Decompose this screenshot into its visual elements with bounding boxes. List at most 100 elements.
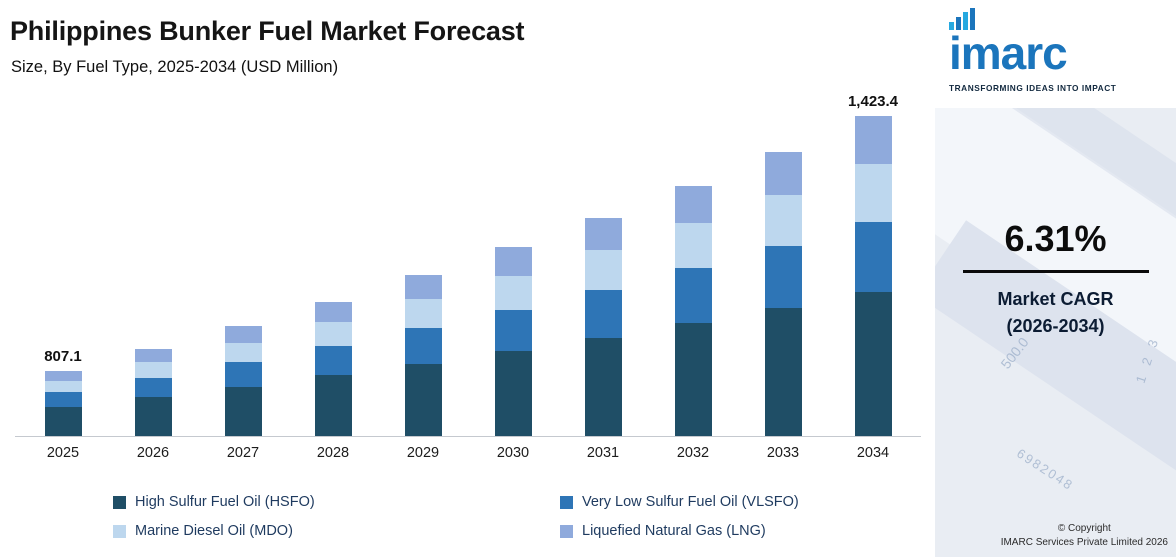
legend-item: Liquefied Natural Gas (LNG) [560, 523, 980, 539]
bar-segment [314, 375, 352, 436]
bar-segment [314, 301, 352, 322]
bar-column-2028: 2028 [288, 93, 378, 461]
copyright: © Copyright IMARC Services Private Limit… [1001, 522, 1168, 550]
x-axis-label: 2028 [316, 445, 350, 461]
legend-swatch [113, 495, 126, 509]
bar-segment [404, 299, 442, 329]
bar-segment [764, 308, 802, 436]
cagr-block: 6.31% Market CAGR (2026-2034) [935, 218, 1176, 340]
legend-label: Very Low Sulfur Fuel Oil (VLSFO) [582, 494, 799, 510]
bar-segment [584, 250, 622, 290]
stacked-bar-2030 [494, 247, 532, 436]
imarc-logo-icon [949, 8, 975, 30]
bar-data-label: 807.1 [44, 348, 82, 365]
x-axis-label: 2034 [856, 445, 890, 461]
stacked-bar-2033 [764, 152, 802, 436]
bar-segment [854, 221, 892, 293]
legend-label: High Sulfur Fuel Oil (HSFO) [135, 494, 315, 510]
legend-item: High Sulfur Fuel Oil (HSFO) [113, 494, 560, 510]
sidebar: 500.0 1 2 3 6982048 imarc TRANSFORMING I… [935, 0, 1176, 557]
bar-data-label: 1,423.4 [847, 93, 899, 111]
bar-segment [854, 116, 892, 165]
imarc-logo-box: imarc TRANSFORMING IDEAS INTO IMPACT [935, 0, 1176, 108]
stacked-bar-2029 [404, 275, 442, 436]
legend-item: Marine Diesel Oil (MDO) [113, 523, 560, 539]
bar-segment [584, 217, 622, 251]
bar-segment [314, 345, 352, 376]
bar-segment [224, 342, 262, 363]
imarc-logo-text: imarc [949, 27, 1068, 79]
x-axis-label: 2026 [136, 445, 170, 461]
bar-segment [44, 392, 82, 407]
legend-label: Liquefied Natural Gas (LNG) [582, 523, 766, 539]
bar-segment [44, 380, 82, 393]
legend-swatch [113, 524, 126, 538]
bar-segment [224, 362, 262, 387]
cagr-label: Market CAGR [997, 289, 1114, 309]
bar-segment [44, 406, 82, 436]
bar-column-2026: 2026 [108, 93, 198, 461]
bar-segment [584, 337, 622, 436]
x-axis-label: 2033 [766, 445, 800, 461]
chart-legend: High Sulfur Fuel Oil (HSFO) Very Low Sulf… [113, 494, 980, 539]
legend-item: Very Low Sulfur Fuel Oil (VLSFO) [560, 494, 980, 510]
x-axis-label: 2027 [226, 445, 260, 461]
bar-segment [134, 377, 172, 397]
bar-segment [494, 309, 532, 352]
page-title: Philippines Bunker Fuel Market Forecast [10, 16, 525, 46]
bar-segment [134, 397, 172, 436]
x-axis-label: 2029 [406, 445, 440, 461]
imarc-tagline: TRANSFORMING IDEAS INTO IMPACT [949, 82, 1117, 93]
copyright-line1: © Copyright [1057, 523, 1111, 534]
bar-segment [674, 185, 712, 224]
bar-column-2029: 2029 [378, 93, 468, 461]
stacked-bar-2025 [44, 371, 82, 436]
bar-segment [404, 275, 442, 300]
stacked-bar-2034 [854, 116, 892, 436]
bar-column-2025: 807.1 2025 [18, 93, 108, 461]
bar-segment [854, 164, 892, 222]
legend-swatch [560, 524, 573, 538]
bar-column-2032: 2032 [648, 93, 738, 461]
legend-swatch [560, 495, 573, 509]
cagr-years: (2026-2034) [1006, 316, 1105, 336]
bar-column-2033: 2033 [738, 93, 828, 461]
bar-column-2034: 1,423.4 2034 [828, 93, 918, 461]
x-axis-label: 2030 [496, 445, 530, 461]
decorative-number: 6982048 [1014, 445, 1077, 494]
bar-segment [404, 328, 442, 364]
x-axis-label: 2031 [586, 445, 620, 461]
x-axis-label: 2025 [46, 445, 80, 461]
stacked-bar-2031 [584, 217, 622, 437]
cagr-value: 6.31% [1004, 218, 1107, 259]
bar-segment [764, 245, 802, 309]
bar-segment [494, 275, 532, 310]
bar-segment [224, 386, 262, 436]
stacked-bar-chart: 807.1 2025 2026 2027 2028 2029 2030 2031 2032 203… [15, 93, 921, 461]
decorative-number: 1 2 3 [1132, 333, 1163, 386]
bar-segment [224, 326, 262, 343]
stacked-bar-2027 [224, 326, 262, 436]
bar-column-2027: 2027 [198, 93, 288, 461]
stacked-bar-2026 [134, 349, 172, 436]
bar-segment [134, 362, 172, 378]
bar-segment [44, 371, 82, 381]
page-subtitle: Size, By Fuel Type, 2025-2034 (USD Milli… [11, 58, 339, 76]
cagr-divider [962, 270, 1149, 273]
bar-segment [494, 351, 532, 436]
stacked-bar-2028 [314, 301, 352, 437]
legend-label: Marine Diesel Oil (MDO) [135, 523, 293, 539]
copyright-line2: IMARC Services Private Limited 2026 [1000, 537, 1168, 548]
bar-segment [134, 349, 172, 363]
bar-segment [314, 321, 352, 346]
bar-column-2030: 2030 [468, 93, 558, 461]
bar-segment [494, 247, 532, 276]
x-axis-label: 2032 [676, 445, 710, 461]
bar-segment [674, 223, 712, 269]
bar-segment [764, 194, 802, 246]
bar-segment [404, 363, 442, 436]
stacked-bar-2032 [674, 185, 712, 436]
bar-segment [674, 323, 712, 436]
bar-segment [764, 152, 802, 195]
